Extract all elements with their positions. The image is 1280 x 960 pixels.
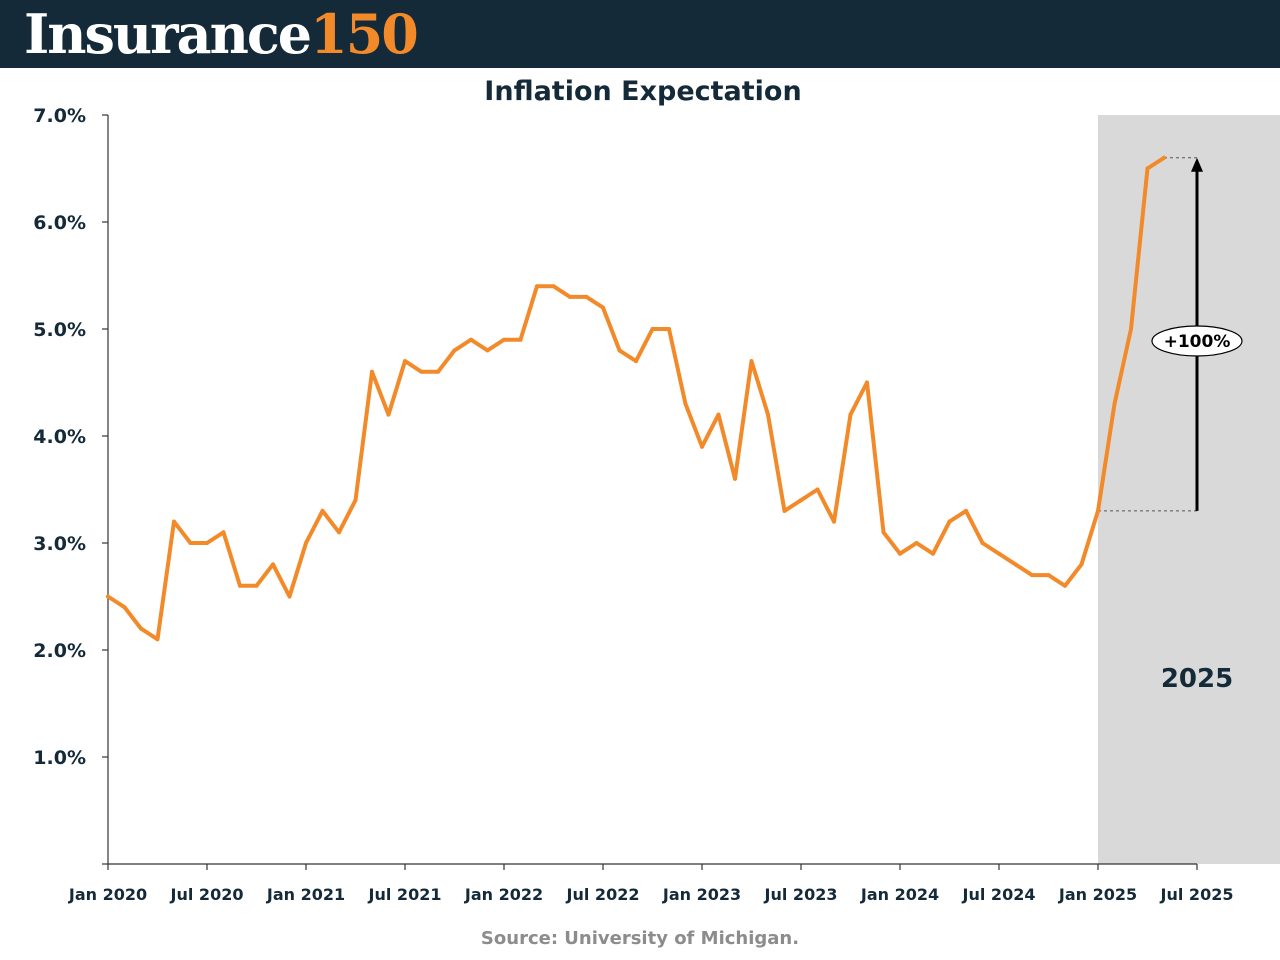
data-point — [485, 348, 490, 353]
x-tick-label: Jan 2022 — [464, 885, 543, 904]
data-point — [650, 327, 655, 331]
header-bar: Insurance150 — [0, 0, 1280, 68]
data-point — [1096, 508, 1100, 513]
data-point — [848, 412, 853, 417]
data-point — [898, 551, 902, 556]
data-point — [914, 541, 919, 545]
y-tick-label: 2.0% — [33, 640, 86, 662]
data-point — [815, 487, 820, 492]
data-point — [964, 508, 968, 513]
x-tick-label: Jul 2021 — [368, 885, 442, 904]
data-point — [782, 508, 787, 513]
data-point — [1046, 573, 1051, 578]
data-point — [1079, 562, 1084, 567]
highlight-panel — [1098, 115, 1280, 864]
data-point — [287, 594, 292, 599]
data-point — [865, 380, 869, 385]
data-point — [1063, 583, 1067, 588]
source-note: Source: University of Michigan. — [480, 928, 800, 949]
chart-title: Inflation Expectation — [484, 76, 802, 107]
data-point — [1129, 327, 1133, 331]
data-point — [568, 294, 572, 299]
y-tick-label: 6.0% — [33, 212, 86, 234]
data-point — [271, 562, 275, 567]
data-point — [304, 541, 308, 545]
data-point — [683, 401, 688, 406]
data-point — [947, 519, 952, 524]
x-tick-label: Jul 2025 — [1160, 885, 1234, 904]
data-point — [1030, 573, 1034, 578]
data-point — [584, 294, 589, 299]
x-tick-label: Jan 2024 — [860, 885, 939, 904]
data-point — [1162, 155, 1166, 160]
data-point — [205, 541, 209, 545]
data-point — [716, 412, 721, 417]
x-tick-label: Jan 2020 — [68, 885, 147, 904]
data-point — [832, 519, 836, 524]
brand-logo-word: Insurance — [24, 2, 312, 66]
data-point — [766, 412, 770, 417]
data-point — [403, 359, 407, 364]
data-point — [469, 337, 473, 342]
data-point — [634, 359, 638, 364]
data-point — [238, 583, 242, 588]
data-point — [106, 594, 110, 599]
data-point — [320, 508, 325, 513]
data-point — [353, 498, 358, 503]
data-point — [1013, 562, 1018, 567]
data-point — [419, 369, 424, 374]
data-point — [337, 530, 341, 535]
data-point — [881, 530, 886, 535]
data-point — [436, 369, 440, 374]
data-point — [749, 359, 754, 364]
y-tick-label: 1.0% — [33, 747, 86, 769]
data-point — [700, 444, 704, 449]
data-point — [370, 369, 374, 374]
data-point — [122, 605, 127, 610]
data-point — [139, 626, 143, 631]
data-point — [452, 348, 457, 353]
increase-badge — [1151, 325, 1243, 357]
y-tick-label: 3.0% — [33, 533, 86, 555]
x-tick-label: Jul 2024 — [962, 885, 1036, 904]
increase-label: +100% — [1164, 332, 1231, 352]
data-point — [502, 337, 506, 342]
y-tick-label: 5.0% — [33, 319, 86, 341]
data-point — [551, 284, 556, 289]
x-tick-label: Jan 2023 — [662, 885, 741, 904]
data-point — [535, 284, 539, 289]
series-line — [106, 155, 1166, 642]
data-point — [733, 476, 737, 481]
data-point — [667, 327, 671, 331]
y-tick-label: 4.0% — [33, 426, 86, 448]
x-tick-label: Jul 2023 — [764, 885, 838, 904]
data-point — [980, 541, 985, 545]
x-tick-label: Jul 2020 — [170, 885, 244, 904]
increase-arrow-head — [1191, 157, 1203, 172]
data-point — [997, 551, 1001, 556]
highlight-label: 2025 — [1161, 664, 1233, 694]
data-point — [254, 583, 259, 588]
brand-logo-number: 150 — [310, 2, 419, 66]
brand-logo: Insurance150 — [24, 2, 419, 66]
data-point — [188, 541, 193, 545]
data-point — [155, 637, 160, 642]
data-point — [617, 348, 622, 353]
data-point — [518, 337, 523, 342]
x-tick-label: Jul 2022 — [566, 885, 640, 904]
data-point — [1145, 166, 1150, 171]
data-point — [221, 530, 226, 535]
data-point — [931, 551, 935, 556]
x-tick-label: Jan 2025 — [1058, 885, 1137, 904]
data-point — [1112, 401, 1117, 406]
x-tick-label: Jan 2021 — [266, 885, 345, 904]
data-point — [799, 498, 803, 503]
y-tick-label: 7.0% — [33, 105, 86, 127]
data-point — [386, 412, 391, 417]
data-point — [172, 519, 176, 524]
data-point — [601, 305, 605, 310]
